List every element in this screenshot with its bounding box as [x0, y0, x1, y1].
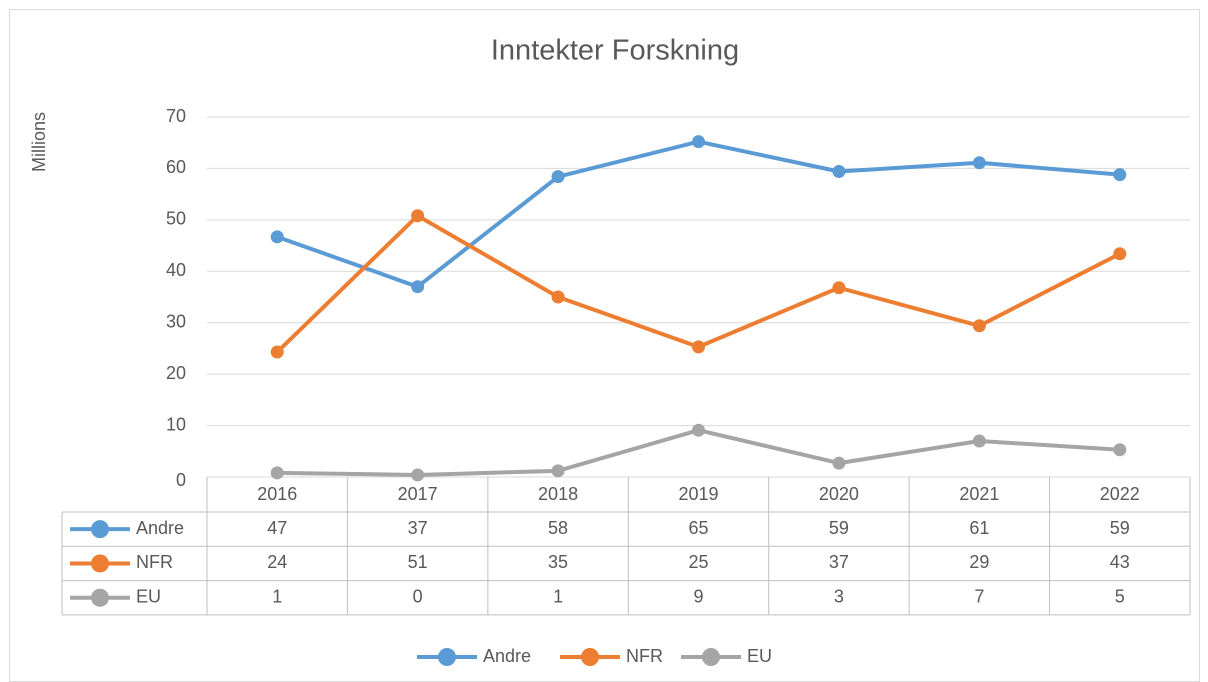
table-cell: 37 — [408, 518, 428, 538]
x-tick-label: 2017 — [398, 484, 438, 504]
table-cell: 47 — [267, 518, 287, 538]
data-point — [411, 280, 425, 294]
chart-title: Inntekter Forskning — [491, 35, 739, 67]
y-tick-label: 70 — [166, 106, 186, 126]
data-point — [692, 340, 705, 354]
data-point — [551, 290, 565, 304]
legend-key-marker — [438, 648, 456, 666]
data-point — [411, 468, 425, 482]
table-key-marker — [91, 520, 109, 539]
x-tick-label: 2022 — [1100, 484, 1140, 504]
data-point — [270, 230, 284, 244]
x-tick-label: 2020 — [819, 484, 859, 504]
data-point — [692, 423, 705, 437]
table-cell: 3 — [834, 587, 844, 607]
table-cell: 59 — [1110, 518, 1130, 538]
data-point — [832, 165, 846, 179]
data-point — [832, 281, 846, 295]
data-point — [1113, 247, 1127, 261]
table-cell: 37 — [829, 552, 849, 572]
table-series-name: EU — [136, 587, 161, 607]
table-cell: 7 — [974, 587, 984, 607]
data-point — [832, 456, 846, 470]
table-cell: 24 — [267, 552, 287, 572]
data-point — [692, 135, 705, 149]
legend-label: NFR — [626, 646, 663, 666]
x-tick-label: 2018 — [538, 484, 578, 504]
table-cell: 29 — [969, 552, 989, 572]
chart-border — [9, 9, 1200, 682]
data-point — [270, 466, 284, 480]
data-point — [972, 156, 986, 170]
data-point — [551, 464, 565, 478]
table-cell: 43 — [1110, 552, 1130, 572]
x-tick-label: 2016 — [257, 484, 297, 504]
x-tick-label: 2021 — [959, 484, 999, 504]
table-series-name: Andre — [136, 518, 184, 538]
legend-label: Andre — [483, 646, 531, 666]
table-cell: 65 — [688, 518, 708, 538]
y-tick-label: 10 — [166, 414, 186, 434]
table-series-name: NFR — [136, 552, 173, 572]
table-cell: 25 — [688, 552, 708, 572]
y-axis-label: Millions — [29, 112, 49, 172]
table-cell: 59 — [829, 518, 849, 538]
table-cell: 51 — [408, 552, 428, 572]
data-point — [972, 319, 986, 333]
legend-key-marker — [581, 648, 599, 666]
x-tick-label: 2019 — [678, 484, 718, 504]
y-tick-label: 40 — [166, 260, 186, 280]
y-tick-label: 30 — [166, 311, 186, 331]
data-point — [551, 170, 565, 184]
table-key-marker — [91, 554, 109, 573]
y-tick-label: 50 — [166, 209, 186, 229]
legend-key-marker — [702, 648, 720, 666]
data-point — [1113, 168, 1127, 182]
table-cell: 61 — [969, 518, 989, 538]
y-tick-label: 0 — [176, 470, 186, 490]
data-point — [411, 209, 425, 223]
table-cell: 1 — [272, 587, 282, 607]
y-tick-label: 60 — [166, 157, 186, 177]
table-cell: 35 — [548, 552, 568, 572]
y-tick-label: 20 — [166, 363, 186, 383]
table-cell: 9 — [693, 587, 703, 607]
data-point — [972, 434, 986, 448]
table-cell: 58 — [548, 518, 568, 538]
data-point — [1113, 443, 1127, 457]
data-point — [270, 345, 284, 359]
table-key-marker — [91, 588, 109, 607]
legend-label: EU — [747, 646, 772, 666]
table-cell: 1 — [553, 587, 563, 607]
table-cell: 0 — [413, 587, 423, 607]
table-cell: 5 — [1115, 587, 1125, 607]
